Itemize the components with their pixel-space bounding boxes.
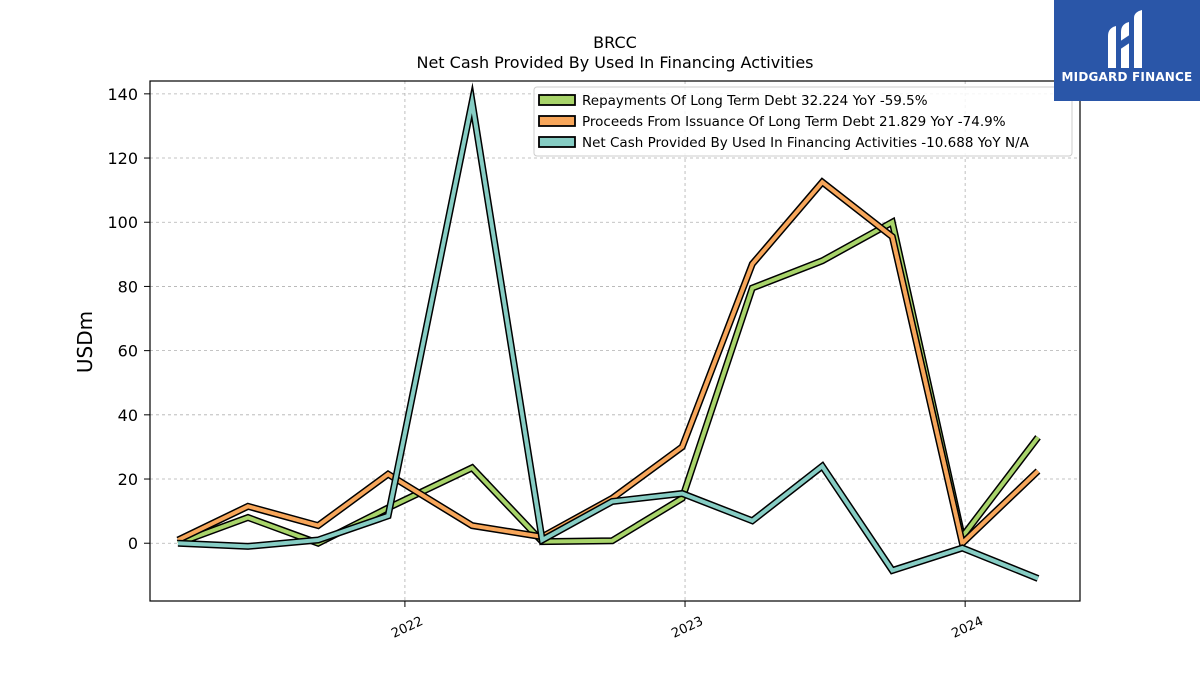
midgard-logo-icon — [1108, 10, 1142, 68]
x-tick-label: 2022 — [389, 614, 425, 642]
y-tick-label: 100 — [107, 213, 138, 232]
y-axis-label: USDm — [73, 311, 97, 373]
chart-title: BRCC — [593, 33, 637, 52]
plot-area — [149, 80, 1081, 602]
logo-text: MIDGARD FINANCE — [1061, 70, 1193, 84]
midgard-finance-logo: MIDGARD FINANCE — [1054, 0, 1200, 101]
legend-swatch — [538, 94, 576, 106]
x-tick-label: 2024 — [950, 614, 986, 642]
y-axis: 0 20 40 60 80 100 120 140 — [107, 85, 150, 553]
legend-swatch — [538, 115, 576, 127]
legend-label: Net Cash Provided By Used In Financing A… — [582, 135, 1030, 151]
y-tick-label: 140 — [107, 85, 138, 104]
series-line-outline — [177, 82, 1040, 582]
series-line-3 — [177, 90, 1039, 581]
series-line-1 — [177, 219, 1040, 546]
chart-subtitle: Net Cash Provided By Used In Financing A… — [416, 53, 813, 72]
series-line-outline — [176, 177, 1041, 550]
y-tick-label: 80 — [118, 277, 138, 296]
y-tick-label: 120 — [107, 149, 138, 168]
series-line-outline — [176, 216, 1041, 548]
grid-lines — [150, 81, 1080, 601]
y-tick-label: 0 — [128, 534, 138, 553]
y-tick-label: 40 — [118, 406, 138, 425]
legend-label: Proceeds From Issuance Of Long Term Debt… — [582, 114, 1006, 130]
legend-box — [533, 86, 1073, 157]
series-line-2 — [177, 179, 1040, 548]
y-tick-label: 20 — [118, 470, 138, 489]
x-axis: 2022 2023 2024 — [389, 601, 986, 642]
legend-swatch — [538, 136, 576, 148]
legend-label: Repayments Of Long Term Debt 32.224 YoY … — [582, 93, 928, 109]
legend: Repayments Of Long Term Debt 32.224 YoY … — [533, 86, 1073, 157]
x-tick-label: 2023 — [669, 614, 705, 642]
y-tick-label: 60 — [118, 342, 138, 361]
series-layer — [176, 82, 1041, 582]
